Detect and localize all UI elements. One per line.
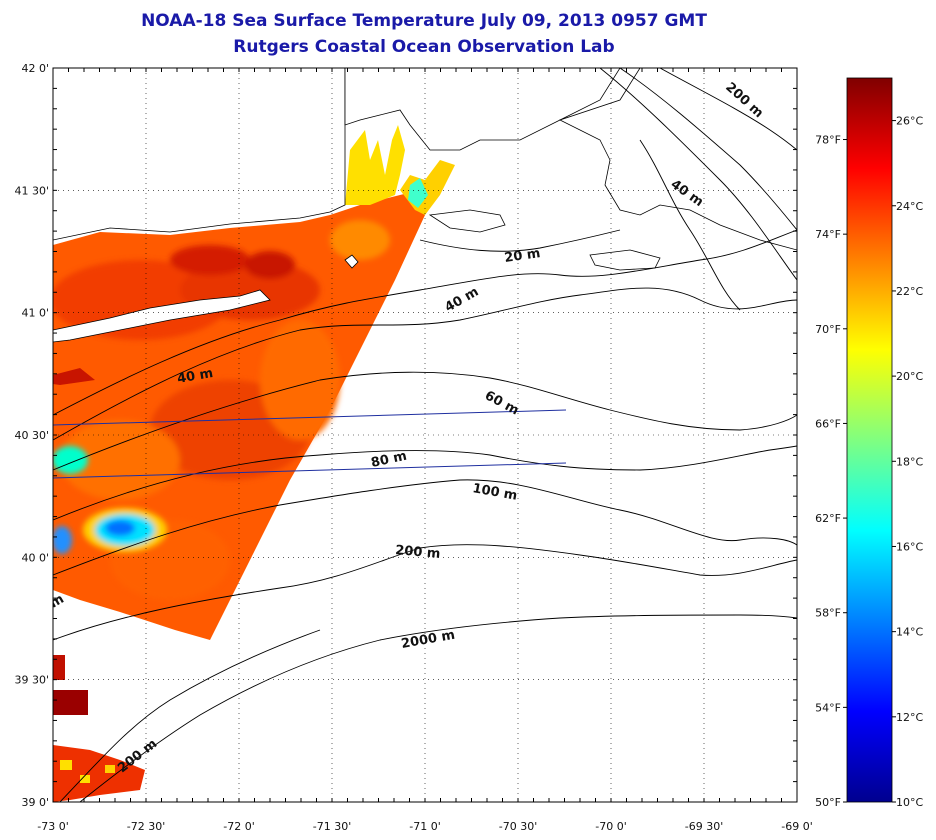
contour-40m [53, 229, 797, 416]
fahrenheit-tick-label: 78°F [815, 134, 841, 147]
lat-tick-label: 40 30' [14, 429, 49, 442]
fahrenheit-tick-label: 70°F [815, 323, 841, 336]
fahrenheit-tick-label: 54°F [815, 701, 841, 714]
boundary-lines [53, 409, 567, 479]
lat-tick-label: 41 0' [21, 307, 49, 320]
contour-60m [53, 371, 797, 471]
celsius-tick-label: 14°C [896, 626, 923, 639]
lat-tick-label: 41 30' [14, 184, 49, 197]
lon-tick-label: -72 0' [223, 820, 255, 833]
contour-200m-sw [59, 629, 321, 802]
lon-tick-label: -71 30' [313, 820, 351, 833]
contour-100m [53, 479, 797, 576]
celsius-tick-label: 16°C [896, 540, 923, 553]
longitude-labels: -73 0' -72 30' -72 0' -71 30' -71 0' -70 30' -… [37, 820, 813, 833]
sst-warm-patch [53, 368, 95, 385]
colorbar-ticks: 10°C 12°C 14°C 16°C 18°C 20°C 22°C 24°C 26°C 50°F… [815, 115, 923, 809]
celsius-tick-label: 26°C [896, 115, 923, 128]
latitude-labels: 42 0' 41 30' 41 0' 40 30' 40 0' 39 30' 39 0' [14, 62, 49, 809]
contour-40m-ne-2 [619, 68, 797, 231]
celsius-tick-label: 20°C [896, 370, 923, 383]
lat-tick-label: 42 0' [21, 62, 49, 75]
marthas-vineyard [428, 209, 506, 233]
depth-label-200m-a: 200 m [395, 543, 441, 562]
lat-tick-label: 39 30' [14, 674, 49, 687]
celsius-tick-label: 18°C [896, 455, 923, 468]
sst-bay-patch-cool [408, 178, 428, 208]
fahrenheit-tick-label: 66°F [815, 417, 841, 430]
celsius-tick-label: 12°C [896, 711, 923, 724]
celsius-tick-label: 24°C [896, 200, 923, 213]
graticule [53, 68, 797, 802]
contour-200m [53, 544, 797, 641]
title-line-2: Rutgers Coastal Ocean Observation Lab [233, 37, 614, 57]
long-island [53, 289, 271, 343]
map-area: 20 m 40 m 40 m 40 m 60 m 80 m 100 m 200 … [53, 68, 797, 802]
lon-tick-label: -69 0' [781, 820, 813, 833]
depth-label-20m: 20 m [503, 246, 541, 266]
block-island [344, 254, 359, 269]
lon-tick-label: -73 0' [37, 820, 69, 833]
lon-tick-label: -70 0' [595, 820, 627, 833]
bathymetry-contours [53, 68, 797, 802]
celsius-tick-label: 22°C [896, 285, 923, 298]
fahrenheit-tick-label: 74°F [815, 228, 841, 241]
axis-ticks [52, 67, 798, 803]
sst-sw-patch [53, 745, 145, 802]
contour-40m-ne [599, 68, 797, 281]
rhode-island-land [344, 68, 621, 151]
depth-label-80m: 80 m [370, 449, 409, 471]
contour-2000m [79, 614, 797, 802]
lat-tick-label: 39 0' [21, 796, 49, 809]
sst-bay-patch [345, 125, 405, 205]
lon-tick-label: -70 30' [499, 820, 537, 833]
sst-sw-dark-patch [53, 690, 88, 715]
contour-80m [53, 445, 797, 521]
fahrenheit-tick-label: 50°F [815, 796, 841, 809]
connecticut-land [53, 68, 346, 241]
lat-tick-label: 40 0' [21, 551, 49, 564]
contour-20m [419, 229, 621, 252]
cape-cod-land [558, 68, 797, 251]
boundary-line-south [53, 462, 567, 479]
boundary-line-north [53, 409, 567, 426]
contour-40m-outer [53, 287, 797, 441]
land-masks [53, 68, 797, 343]
colorbar [846, 77, 893, 803]
sst-sw-small-patch [53, 655, 65, 680]
contour-georges [639, 139, 741, 311]
depth-label-40m-c: 40 m [176, 366, 214, 387]
fahrenheit-tick-label: 62°F [815, 512, 841, 525]
sst-sw-pixels [53, 68, 508, 802]
title-line-1: NOAA-18 Sea Surface Temperature July 09,… [141, 11, 707, 31]
contour-200m-ne [659, 68, 797, 151]
fahrenheit-tick-label: 58°F [815, 607, 841, 620]
lon-tick-label: -71 0' [409, 820, 441, 833]
sst-swath [53, 125, 455, 640]
lon-tick-label: -69 30' [685, 820, 723, 833]
lon-tick-label: -72 30' [127, 820, 165, 833]
celsius-tick-label: 10°C [896, 796, 923, 809]
sst-swath-shading [53, 220, 390, 600]
